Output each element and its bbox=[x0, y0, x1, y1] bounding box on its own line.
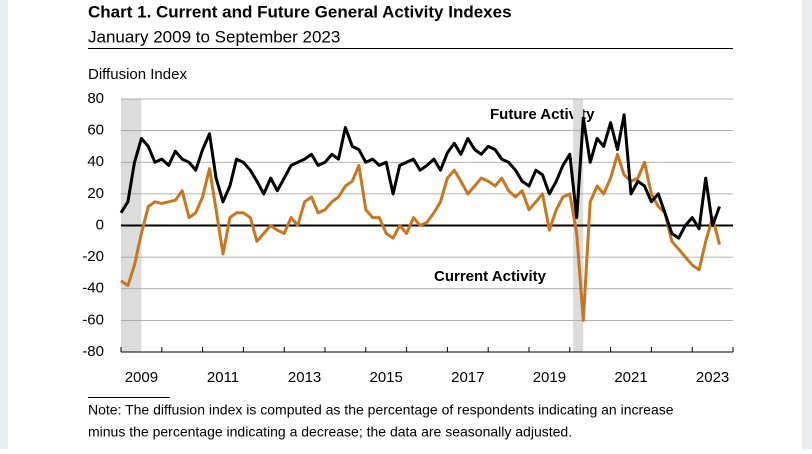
y-tick-label: -60 bbox=[82, 311, 104, 328]
x-tick-label: 2021 bbox=[614, 369, 647, 386]
y-tick-label: -80 bbox=[82, 343, 104, 360]
y-tick-label: 60 bbox=[87, 122, 104, 139]
x-tick-label: 2015 bbox=[370, 369, 403, 386]
y-axis-label: Diffusion Index bbox=[88, 66, 187, 83]
y-tick-label: -40 bbox=[82, 280, 104, 297]
right-edge bbox=[802, 0, 812, 449]
x-tick-label: 2011 bbox=[207, 369, 239, 386]
y-tick-label: -20 bbox=[82, 248, 104, 265]
y-tick-label: 40 bbox=[87, 153, 104, 170]
chart-title: Chart 1. Current and Future General Acti… bbox=[88, 2, 512, 21]
x-tick-label: 2023 bbox=[696, 369, 729, 386]
left-edge bbox=[0, 0, 8, 449]
series-line bbox=[120, 152, 721, 322]
y-tick-label: 80 bbox=[87, 90, 104, 107]
x-tick-label: 2019 bbox=[533, 369, 566, 386]
x-tick-label: 2009 bbox=[125, 369, 158, 386]
note-line: minus the percentage indicating a decrea… bbox=[88, 424, 572, 440]
y-tick-label: 0 bbox=[96, 216, 104, 233]
y-tick-label: 20 bbox=[87, 185, 104, 202]
note-line: Note: The diffusion index is computed as… bbox=[88, 402, 674, 418]
x-tick-label: 2017 bbox=[451, 369, 484, 386]
x-tick-label: 2013 bbox=[288, 369, 321, 386]
legend-label: Current Activity bbox=[434, 268, 547, 285]
chart-subtitle: January 2009 to September 2023 bbox=[88, 27, 340, 46]
series-line bbox=[119, 113, 721, 240]
legend-label: Future Activity bbox=[490, 106, 595, 123]
